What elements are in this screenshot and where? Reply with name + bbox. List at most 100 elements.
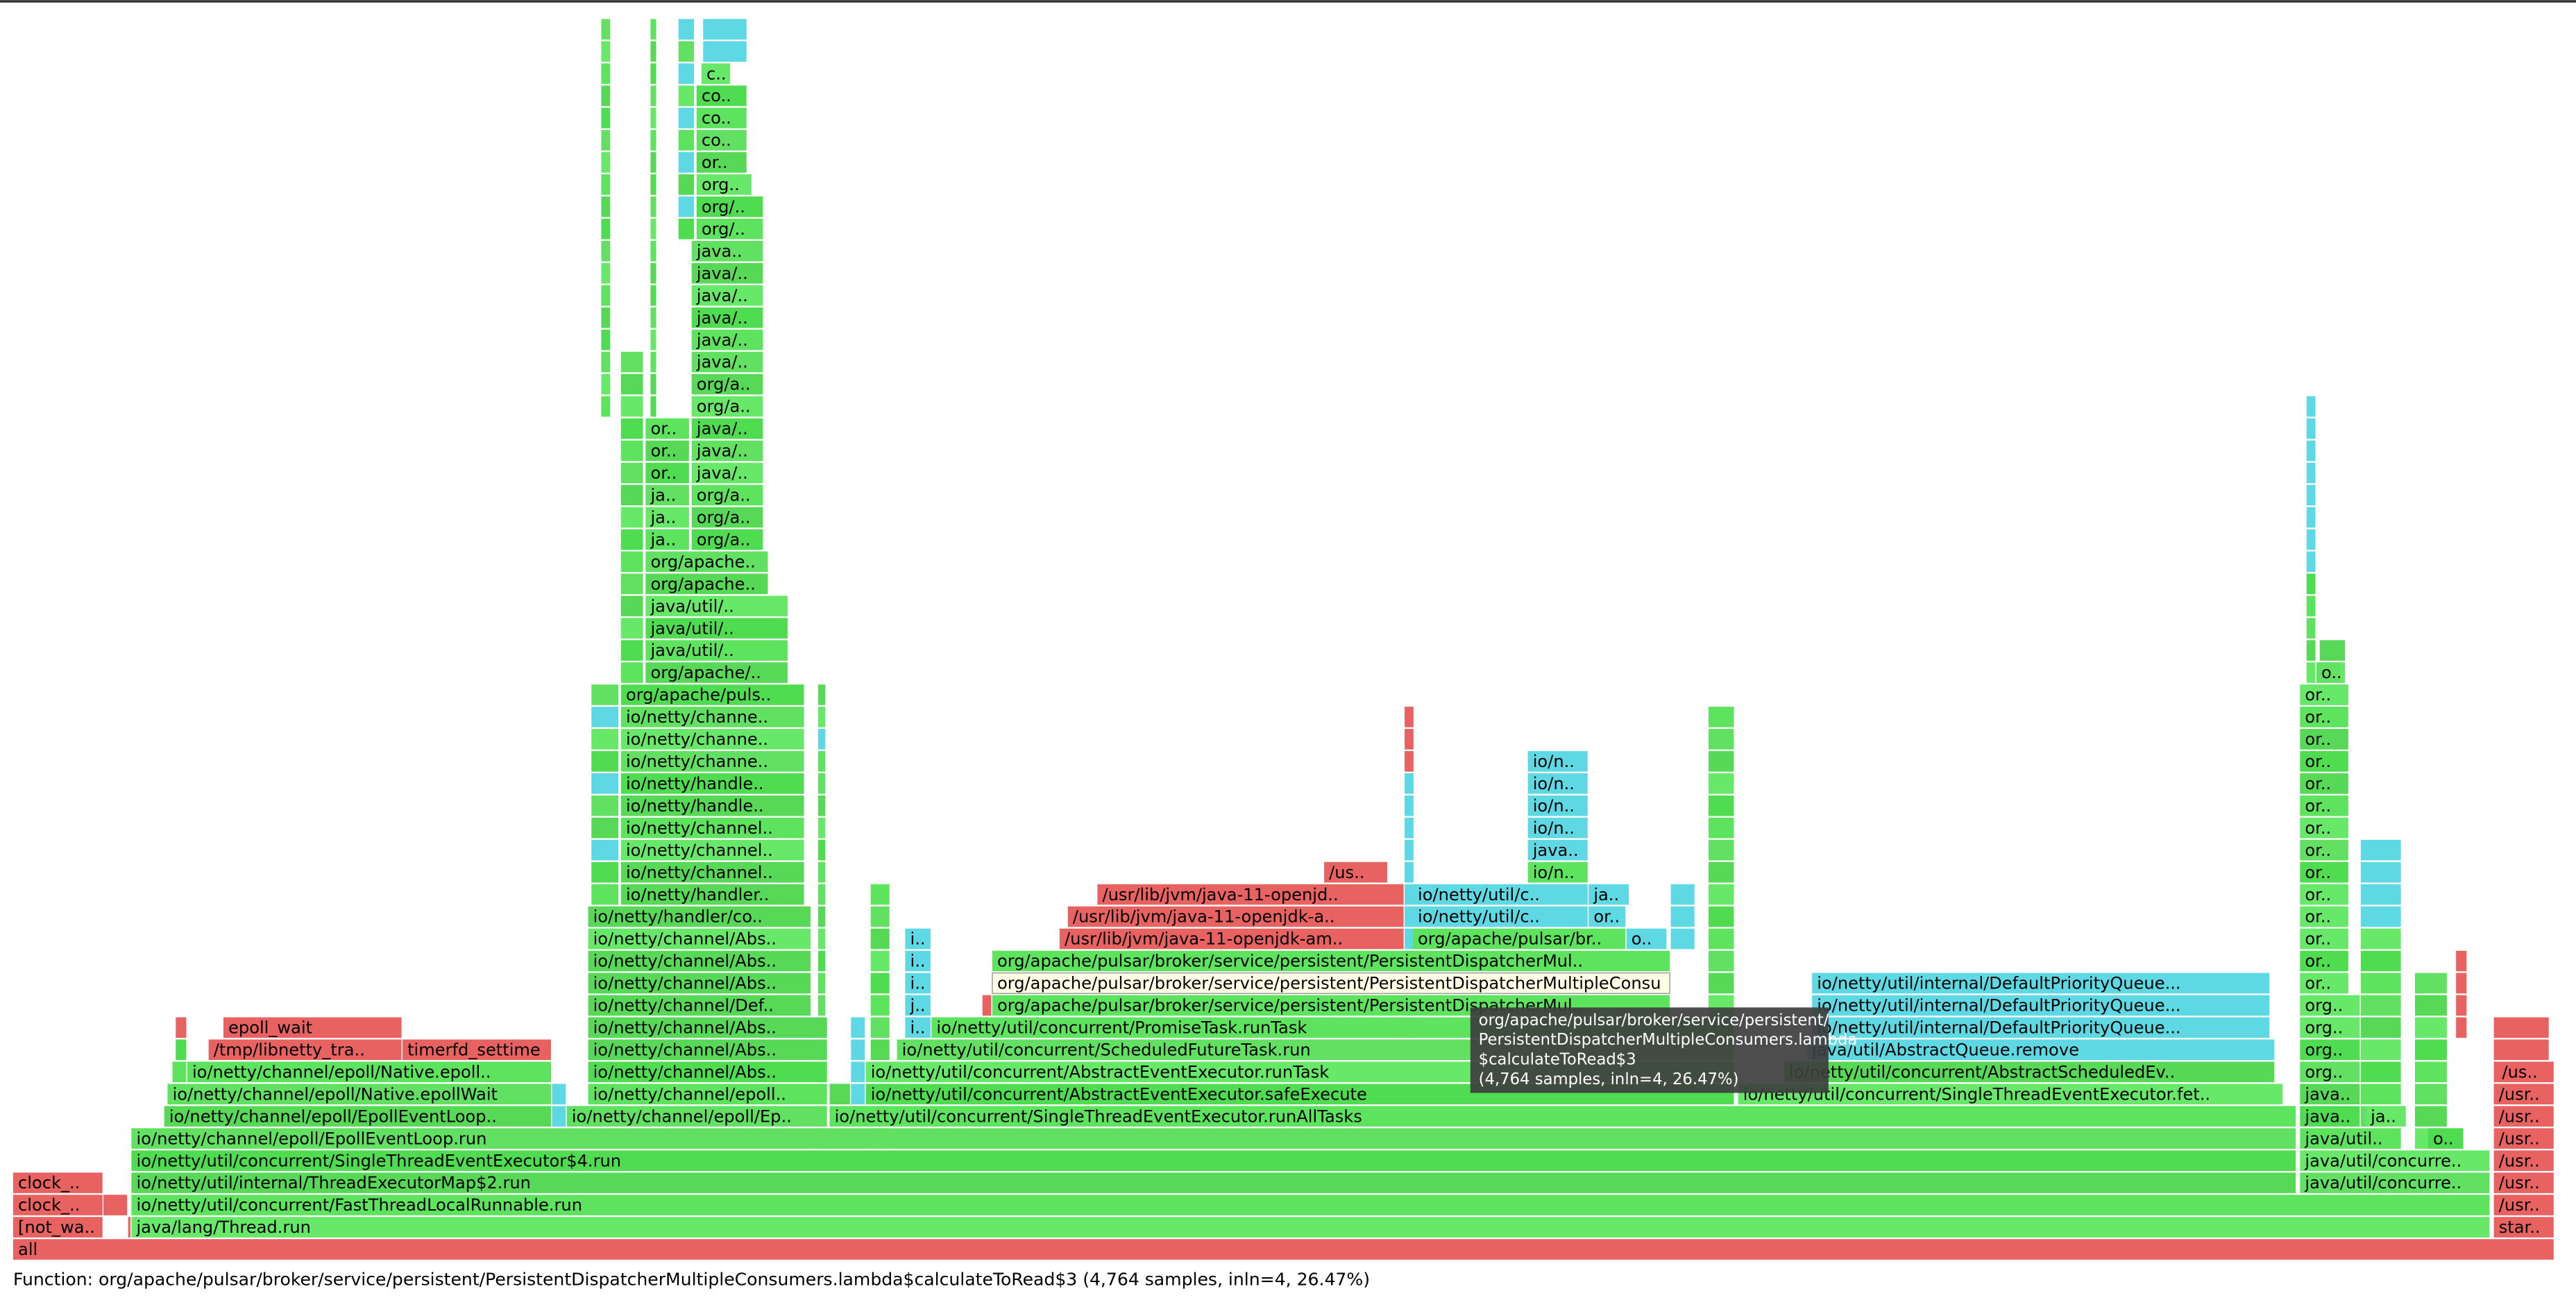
frame[interactable]	[645, 640, 788, 661]
frame[interactable]	[1738, 1084, 2283, 1105]
frame[interactable]	[2300, 1128, 2401, 1149]
frame[interactable]	[1588, 906, 1626, 927]
frame[interactable]	[12, 1239, 2554, 1260]
frame[interactable]	[1783, 1061, 2275, 1083]
frame[interactable]	[645, 462, 689, 484]
frame[interactable]	[2300, 1039, 2360, 1061]
frame[interactable]	[2300, 973, 2348, 994]
frame[interactable]	[588, 1061, 827, 1083]
frame[interactable]	[696, 219, 763, 239]
frame[interactable]	[1527, 861, 1588, 883]
frame[interactable]	[1067, 906, 1404, 927]
frame[interactable]	[691, 418, 763, 439]
frame[interactable]	[2300, 795, 2348, 816]
frame[interactable]	[696, 85, 747, 106]
frame[interactable]	[2300, 950, 2348, 972]
frame[interactable]	[829, 1106, 2296, 1127]
frame[interactable]	[620, 817, 804, 839]
frame[interactable]	[691, 262, 763, 284]
frame[interactable]	[645, 440, 689, 462]
frame[interactable]	[2300, 1172, 2490, 1193]
frame[interactable]	[2300, 861, 2348, 883]
frame[interactable]	[2300, 995, 2360, 1016]
frame[interactable]	[208, 1039, 402, 1061]
frame[interactable]	[2493, 1172, 2554, 1193]
frame[interactable]	[2493, 1128, 2554, 1149]
frame[interactable]	[1324, 861, 1387, 883]
frame[interactable]	[645, 507, 689, 528]
frame[interactable]	[696, 152, 747, 173]
frame[interactable]	[2300, 906, 2348, 927]
frame[interactable]	[620, 773, 804, 794]
frame[interactable]	[1812, 1017, 2270, 1038]
frame[interactable]	[905, 973, 931, 994]
frame[interactable]	[167, 1084, 552, 1105]
frame[interactable]	[588, 928, 811, 950]
frame[interactable]	[131, 1128, 2296, 1149]
frame[interactable]	[131, 1217, 2490, 1238]
frame[interactable]	[620, 839, 804, 861]
frame[interactable]	[696, 108, 747, 128]
frame[interactable]	[187, 1061, 552, 1083]
frame[interactable]	[131, 1172, 2296, 1193]
frame[interactable]	[620, 729, 804, 750]
frame[interactable]	[691, 485, 763, 506]
frame[interactable]	[691, 507, 763, 528]
frame[interactable]	[905, 928, 931, 950]
frame[interactable]	[1588, 884, 1629, 905]
frame[interactable]	[1097, 884, 1404, 905]
frame[interactable]	[620, 861, 804, 883]
frame[interactable]	[645, 573, 768, 594]
frame[interactable]	[2300, 839, 2348, 861]
frame[interactable]	[131, 1195, 2490, 1215]
frame[interactable]	[691, 285, 763, 306]
frame[interactable]	[2300, 1106, 2360, 1127]
frame[interactable]	[2300, 707, 2348, 727]
frame[interactable]	[620, 707, 804, 727]
frame[interactable]	[2493, 1150, 2554, 1171]
frame[interactable]	[992, 972, 1670, 994]
frame[interactable]	[620, 884, 804, 905]
frame[interactable]	[691, 307, 763, 328]
frame[interactable]	[620, 795, 804, 816]
frame[interactable]	[2493, 1084, 2554, 1105]
frame[interactable]	[696, 174, 752, 195]
frame[interactable]	[691, 396, 763, 417]
frame[interactable]	[2316, 662, 2341, 683]
frame[interactable]	[2493, 1217, 2554, 1238]
frame[interactable]	[12, 1172, 103, 1193]
frame[interactable]	[701, 63, 731, 84]
frame[interactable]	[645, 551, 768, 572]
frame[interactable]	[696, 196, 763, 217]
frame[interactable]	[691, 351, 763, 373]
frame[interactable]	[2493, 1106, 2554, 1127]
frame[interactable]	[1059, 928, 1404, 950]
frame[interactable]	[2300, 1150, 2490, 1171]
frame[interactable]	[1812, 995, 2270, 1016]
frame[interactable]	[2300, 729, 2348, 750]
frame[interactable]	[992, 950, 1670, 972]
frame[interactable]	[905, 950, 931, 972]
frame[interactable]	[1527, 839, 1588, 861]
frame[interactable]	[645, 618, 788, 639]
frame[interactable]	[1812, 973, 2270, 994]
frame[interactable]	[691, 440, 763, 462]
frame[interactable]	[2300, 684, 2348, 705]
frame[interactable]	[2300, 1084, 2360, 1105]
frame[interactable]	[645, 418, 689, 439]
frame[interactable]	[1527, 817, 1588, 839]
frame[interactable]	[566, 1106, 827, 1127]
frame[interactable]	[645, 485, 689, 506]
frame[interactable]	[588, 950, 811, 972]
frame[interactable]	[1807, 1039, 2275, 1061]
frame[interactable]	[588, 1017, 827, 1038]
frame[interactable]	[691, 373, 763, 395]
frame[interactable]	[1527, 751, 1588, 772]
frame[interactable]	[691, 240, 763, 262]
frame[interactable]	[402, 1039, 552, 1061]
frame[interactable]	[645, 596, 788, 616]
frame[interactable]	[2300, 1061, 2360, 1083]
frame[interactable]	[588, 995, 811, 1016]
frame[interactable]	[588, 1039, 827, 1061]
frame[interactable]	[2365, 1106, 2406, 1127]
